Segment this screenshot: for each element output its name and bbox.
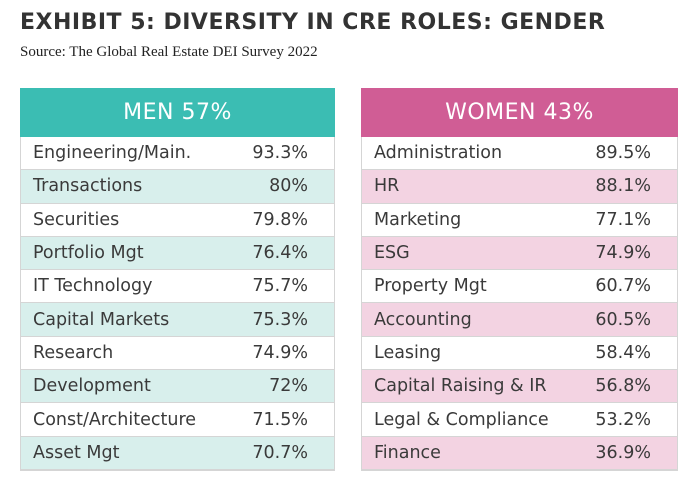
table-row: Finance 36.9% <box>361 436 678 470</box>
role-label: ESG <box>374 243 410 264</box>
role-label: Portfolio Mgt <box>33 243 144 264</box>
role-label: IT Technology <box>33 276 153 297</box>
table-row: Research 74.9% <box>20 336 335 371</box>
role-percentage: 56.8% <box>595 376 651 397</box>
role-label: Legal & Compliance <box>374 409 549 430</box>
role-percentage: 77.1% <box>595 209 651 230</box>
table-row: Capital Raising & IR 56.8% <box>361 370 678 404</box>
role-percentage: 79.8% <box>252 209 308 230</box>
table-row: Asset Mgt 70.7% <box>20 436 335 470</box>
table-row: Portfolio Mgt 76.4% <box>20 236 335 271</box>
men-table: MEN 57% Engineering/Main. 93.3% Transactio… <box>20 88 335 471</box>
table-row: Const/Architecture 71.5% <box>20 403 335 437</box>
role-percentage: 53.2% <box>595 409 651 430</box>
role-label: Property Mgt <box>374 276 487 297</box>
role-label: Finance <box>374 442 441 463</box>
role-label: Const/Architecture <box>33 409 197 430</box>
role-percentage: 88.1% <box>595 176 651 197</box>
role-percentage: 76.4% <box>252 243 308 264</box>
role-percentage: 58.4% <box>595 342 651 363</box>
source-note: Source: The Global Real Estate DEI Surve… <box>20 44 318 60</box>
table-row: Development 72% <box>20 370 335 404</box>
role-label: HR <box>374 176 400 197</box>
role-percentage: 60.5% <box>595 309 651 330</box>
table-row: Property Mgt 60.7% <box>361 270 678 304</box>
role-percentage: 74.9% <box>252 342 308 363</box>
role-percentage: 93.3% <box>252 143 308 164</box>
men-table-header: MEN 57% <box>20 88 335 137</box>
role-label: Engineering/Main. <box>33 143 192 164</box>
role-label: Capital Raising & IR <box>374 376 547 397</box>
role-percentage: 75.3% <box>252 309 308 330</box>
role-percentage: 74.9% <box>595 243 651 264</box>
table-row: Marketing 77.1% <box>361 203 678 237</box>
men-table-rows: Engineering/Main. 93.3% Transactions 80% Sec… <box>20 137 335 471</box>
table-row: Transactions 80% <box>20 170 335 204</box>
role-label: Development <box>33 376 151 397</box>
role-label: Research <box>33 342 114 363</box>
table-row: Securities 79.8% <box>20 203 335 237</box>
role-label: Marketing <box>374 209 462 230</box>
women-table-rows: Administration 89.5% HR 88.1% Marketing 77.1%… <box>361 137 678 471</box>
women-table: WOMEN 43% Administration 89.5% HR 88.1% Mark… <box>361 88 678 471</box>
role-label: Accounting <box>374 309 472 330</box>
table-row: Engineering/Main. 93.3% <box>20 137 335 171</box>
table-row: Capital Markets 75.3% <box>20 303 335 337</box>
role-label: Leasing <box>374 342 442 363</box>
table-row: ESG 74.9% <box>361 236 678 271</box>
role-percentage: 80% <box>269 176 308 197</box>
role-percentage: 89.5% <box>595 143 651 164</box>
role-percentage: 36.9% <box>595 442 651 463</box>
role-label: Capital Markets <box>33 309 170 330</box>
role-percentage: 72% <box>269 376 308 397</box>
role-label: Administration <box>374 143 503 164</box>
women-table-header: WOMEN 43% <box>361 88 678 137</box>
role-label: Securities <box>33 209 120 230</box>
table-row: Administration 89.5% <box>361 137 678 171</box>
table-row: Accounting 60.5% <box>361 303 678 337</box>
role-percentage: 71.5% <box>252 409 308 430</box>
role-percentage: 70.7% <box>252 442 308 463</box>
table-row: IT Technology 75.7% <box>20 270 335 304</box>
role-label: Transactions <box>33 176 143 197</box>
role-percentage: 60.7% <box>595 276 651 297</box>
table-row: Leasing 58.4% <box>361 336 678 371</box>
table-row: HR 88.1% <box>361 170 678 204</box>
role-percentage: 75.7% <box>252 276 308 297</box>
exhibit-title: EXHIBIT 5: DIVERSITY IN CRE ROLES: GENDE… <box>20 10 606 35</box>
role-label: Asset Mgt <box>33 442 120 463</box>
table-row: Legal & Compliance 53.2% <box>361 403 678 437</box>
